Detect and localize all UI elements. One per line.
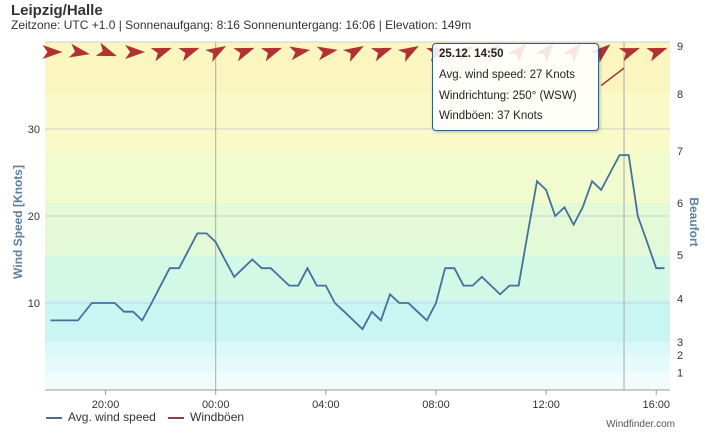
x-tick-label: 20:00	[92, 399, 120, 411]
wind-direction-arrow	[370, 47, 393, 62]
tooltip-gusts: Windböen: 37 Knots	[439, 110, 543, 122]
arrow-shape	[150, 47, 172, 62]
wind-direction-arrow	[646, 47, 668, 62]
x-axis-ticks: 20:00 00:00 04:00 08:00 12:00 16:00	[92, 390, 670, 411]
chart-subtitle: Zeitzone: UTC +1.0 | Sonnenaufgang: 8:16…	[11, 18, 472, 32]
wind-direction-arrow	[68, 43, 90, 58]
wind-direction-arrow	[260, 47, 283, 62]
arrow-shape	[618, 47, 640, 62]
wind-direction-arrow	[150, 47, 172, 62]
wind-direction-arrow	[205, 46, 227, 63]
wind-direction-arrow	[316, 46, 338, 61]
beaufort-band	[45, 342, 670, 356]
speed-series-line[interactable]	[50, 154, 665, 331]
arrow-shape	[178, 47, 200, 62]
wind-direction-arrow	[342, 46, 364, 63]
beaufort-tick-label: 5	[677, 250, 683, 262]
beaufort-tick-label: 4	[677, 294, 683, 306]
beaufort-band	[45, 298, 670, 343]
x-tick-label: 08:00	[422, 399, 450, 411]
arrow-shape	[205, 46, 227, 63]
beaufort-tick-label: 2	[677, 350, 683, 362]
arrow-shape	[316, 46, 338, 61]
arrow-shape	[370, 47, 393, 62]
y-tick-label: 30	[28, 124, 40, 136]
beaufort-band	[45, 150, 670, 203]
wind-direction-arrow	[590, 44, 611, 63]
arrow-shape	[342, 46, 364, 63]
arrow-shape	[42, 45, 63, 59]
credit-link[interactable]: Windfinder.com	[606, 419, 675, 430]
legend-swatch-speed	[46, 416, 62, 419]
x-tick-label: 16:00	[642, 399, 670, 411]
legend-item-speed[interactable]: Avg. wind speed	[46, 410, 156, 424]
beaufort-tick-label: 8	[677, 89, 683, 101]
legend-label-speed: Avg. wind speed	[68, 410, 156, 424]
tooltip-date: 25.12. 14:50	[439, 48, 504, 60]
wind-direction-arrow	[42, 45, 63, 59]
y-axis-ticks: 10 20 30	[28, 124, 40, 310]
arrow-shape	[233, 47, 255, 62]
beaufort-tick-label: 6	[677, 198, 683, 210]
wind-direction-arrow	[397, 46, 419, 63]
beaufort-tick-label: 9	[677, 41, 683, 53]
x-tick-label: 12:00	[532, 399, 560, 411]
arrow-shape	[68, 43, 90, 58]
beaufort-band	[45, 255, 670, 299]
beaufort-tick-label: 3	[677, 337, 683, 349]
arrow-shape	[397, 46, 419, 63]
legend-label-gust: Windböen	[190, 410, 245, 424]
y-tick-label: 10	[28, 298, 40, 310]
arrow-shape	[590, 44, 611, 63]
wind-direction-arrow	[178, 47, 200, 62]
arrow-shape	[95, 42, 117, 57]
x-tick-label: 04:00	[312, 399, 340, 411]
y-axis-label: Wind Speed [Knots]	[11, 165, 25, 279]
arrow-shape	[289, 46, 311, 61]
tooltip-direction: Windrichtung: 250° (WSW)	[439, 90, 577, 102]
chart-title: Leipzig/Halle	[11, 2, 103, 19]
wind-direction-arrow	[618, 47, 640, 62]
beaufort-tick-label: 1	[677, 368, 683, 380]
tooltip-avg-speed: Avg. wind speed: 27 Knots	[439, 69, 575, 81]
arrow-shape	[646, 47, 668, 62]
legend-item-gust[interactable]: Windböen	[168, 410, 244, 424]
beaufort-band	[45, 202, 670, 256]
wind-direction-arrow	[233, 47, 255, 62]
wind-direction-arrow	[289, 46, 311, 61]
x-tick-label: 00:00	[202, 399, 230, 411]
arrow-shape	[260, 47, 283, 62]
arrow-shape	[125, 45, 146, 59]
wind-direction-arrow	[125, 45, 146, 59]
beaufort-axis-label: Beaufort	[687, 197, 701, 246]
beaufort-tick-label: 7	[677, 146, 683, 158]
crosshair-lines	[215, 42, 625, 390]
beaufort-band	[45, 355, 670, 373]
data-tooltip: 25.12. 14:50 Avg. wind speed: 27 Knots W…	[432, 43, 599, 131]
y-tick-label: 20	[28, 211, 40, 223]
beaufort-band	[45, 372, 670, 390]
gust-series-line	[600, 67, 625, 87]
legend-swatch-gust	[168, 416, 184, 419]
wind-direction-arrow	[95, 42, 117, 57]
grid-lines	[45, 41, 670, 304]
